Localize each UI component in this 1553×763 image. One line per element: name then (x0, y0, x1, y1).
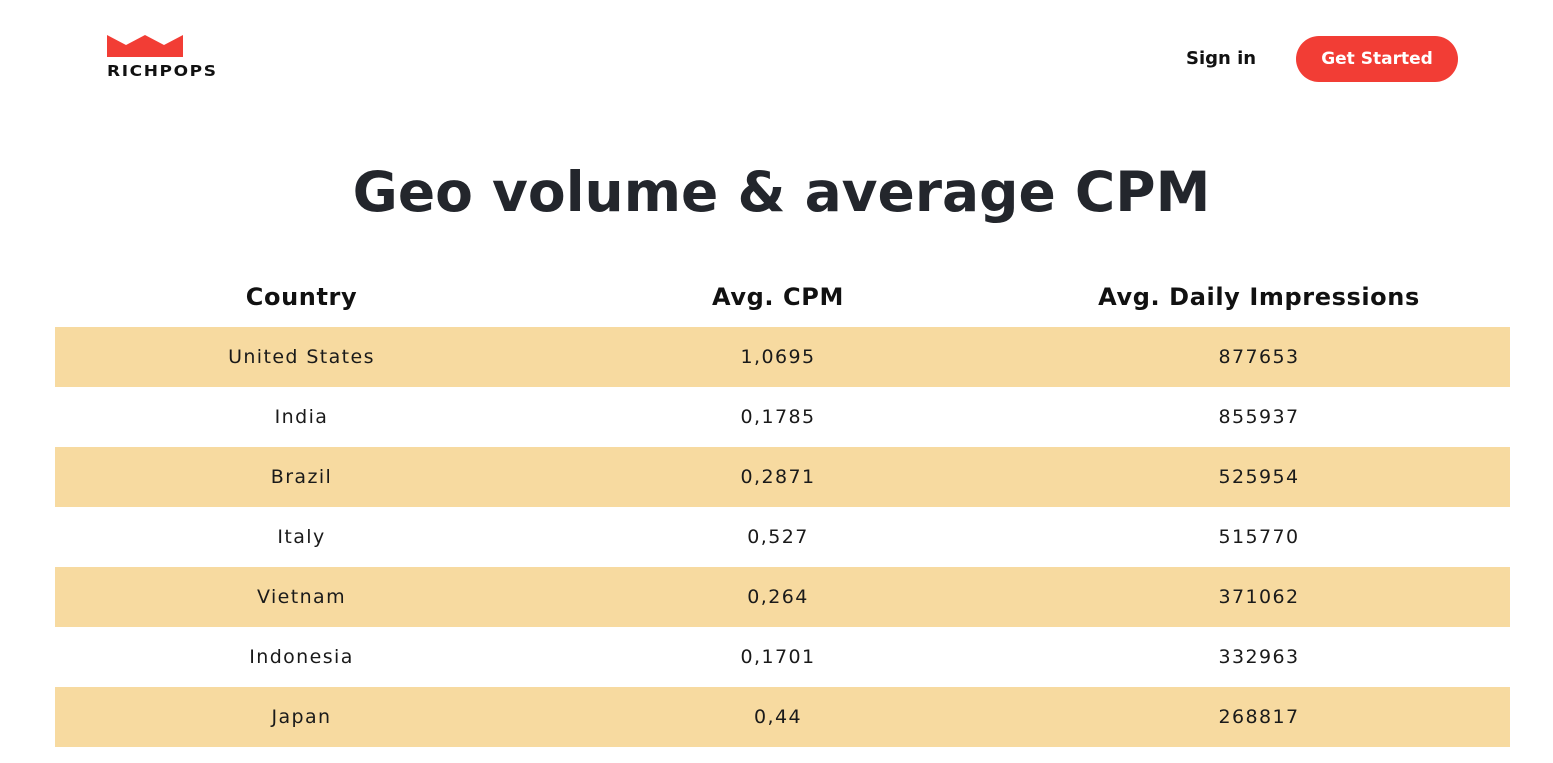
table-header-row: Country Avg. CPM Avg. Daily Impressions (55, 267, 1510, 327)
page-title: Geo volume & average CPM (352, 160, 1211, 224)
avg-cpm-cell: 0,1785 (548, 387, 1008, 447)
table-row: Italy 0,527 515770 (55, 507, 1510, 567)
site-header: RICHPOPS Sign in Get Started (0, 0, 1553, 110)
avg-cpm-cell: 0,2871 (548, 447, 1008, 507)
impressions-cell: 371062 (1008, 567, 1510, 627)
avg-cpm-cell: 0,264 (548, 567, 1008, 627)
table-row: Brazil 0,2871 525954 (55, 447, 1510, 507)
geo-cpm-table: Country Avg. CPM Avg. Daily Impressions … (55, 267, 1510, 747)
country-cell: Brazil (55, 447, 548, 507)
table-row: Indonesia 0,1701 332963 (55, 627, 1510, 687)
avg-cpm-cell: 1,0695 (548, 327, 1008, 387)
avg-cpm-cell: 0,1701 (548, 627, 1008, 687)
table-row: Vietnam 0,264 371062 (55, 567, 1510, 627)
column-header-country: Country (245, 283, 358, 311)
table-row: Japan 0,44 268817 (55, 687, 1510, 747)
logo-wordmark: RICHPOPS (107, 63, 218, 81)
logo[interactable]: RICHPOPS (107, 33, 277, 85)
impressions-cell: 855937 (1008, 387, 1510, 447)
table-row: United States 1,0695 877653 (55, 327, 1510, 387)
country-cell: United States (55, 327, 548, 387)
impressions-cell: 332963 (1008, 627, 1510, 687)
column-header-avg-cpm: Avg. CPM (712, 283, 844, 311)
impressions-cell: 877653 (1008, 327, 1510, 387)
impressions-cell: 525954 (1008, 447, 1510, 507)
country-cell: India (55, 387, 548, 447)
column-header-avg-daily-impressions: Avg. Daily Impressions (1098, 283, 1420, 311)
table-row: India 0,1785 855937 (55, 387, 1510, 447)
avg-cpm-cell: 0,527 (548, 507, 1008, 567)
avg-cpm-cell: 0,44 (548, 687, 1008, 747)
sign-in-link[interactable]: Sign in (1186, 48, 1257, 69)
country-cell: Japan (55, 687, 548, 747)
impressions-cell: 268817 (1008, 687, 1510, 747)
country-cell: Indonesia (55, 627, 548, 687)
get-started-button[interactable]: Get Started (1296, 36, 1458, 82)
impressions-cell: 515770 (1008, 507, 1510, 567)
crown-icon (107, 35, 183, 57)
country-cell: Italy (55, 507, 548, 567)
country-cell: Vietnam (55, 567, 548, 627)
